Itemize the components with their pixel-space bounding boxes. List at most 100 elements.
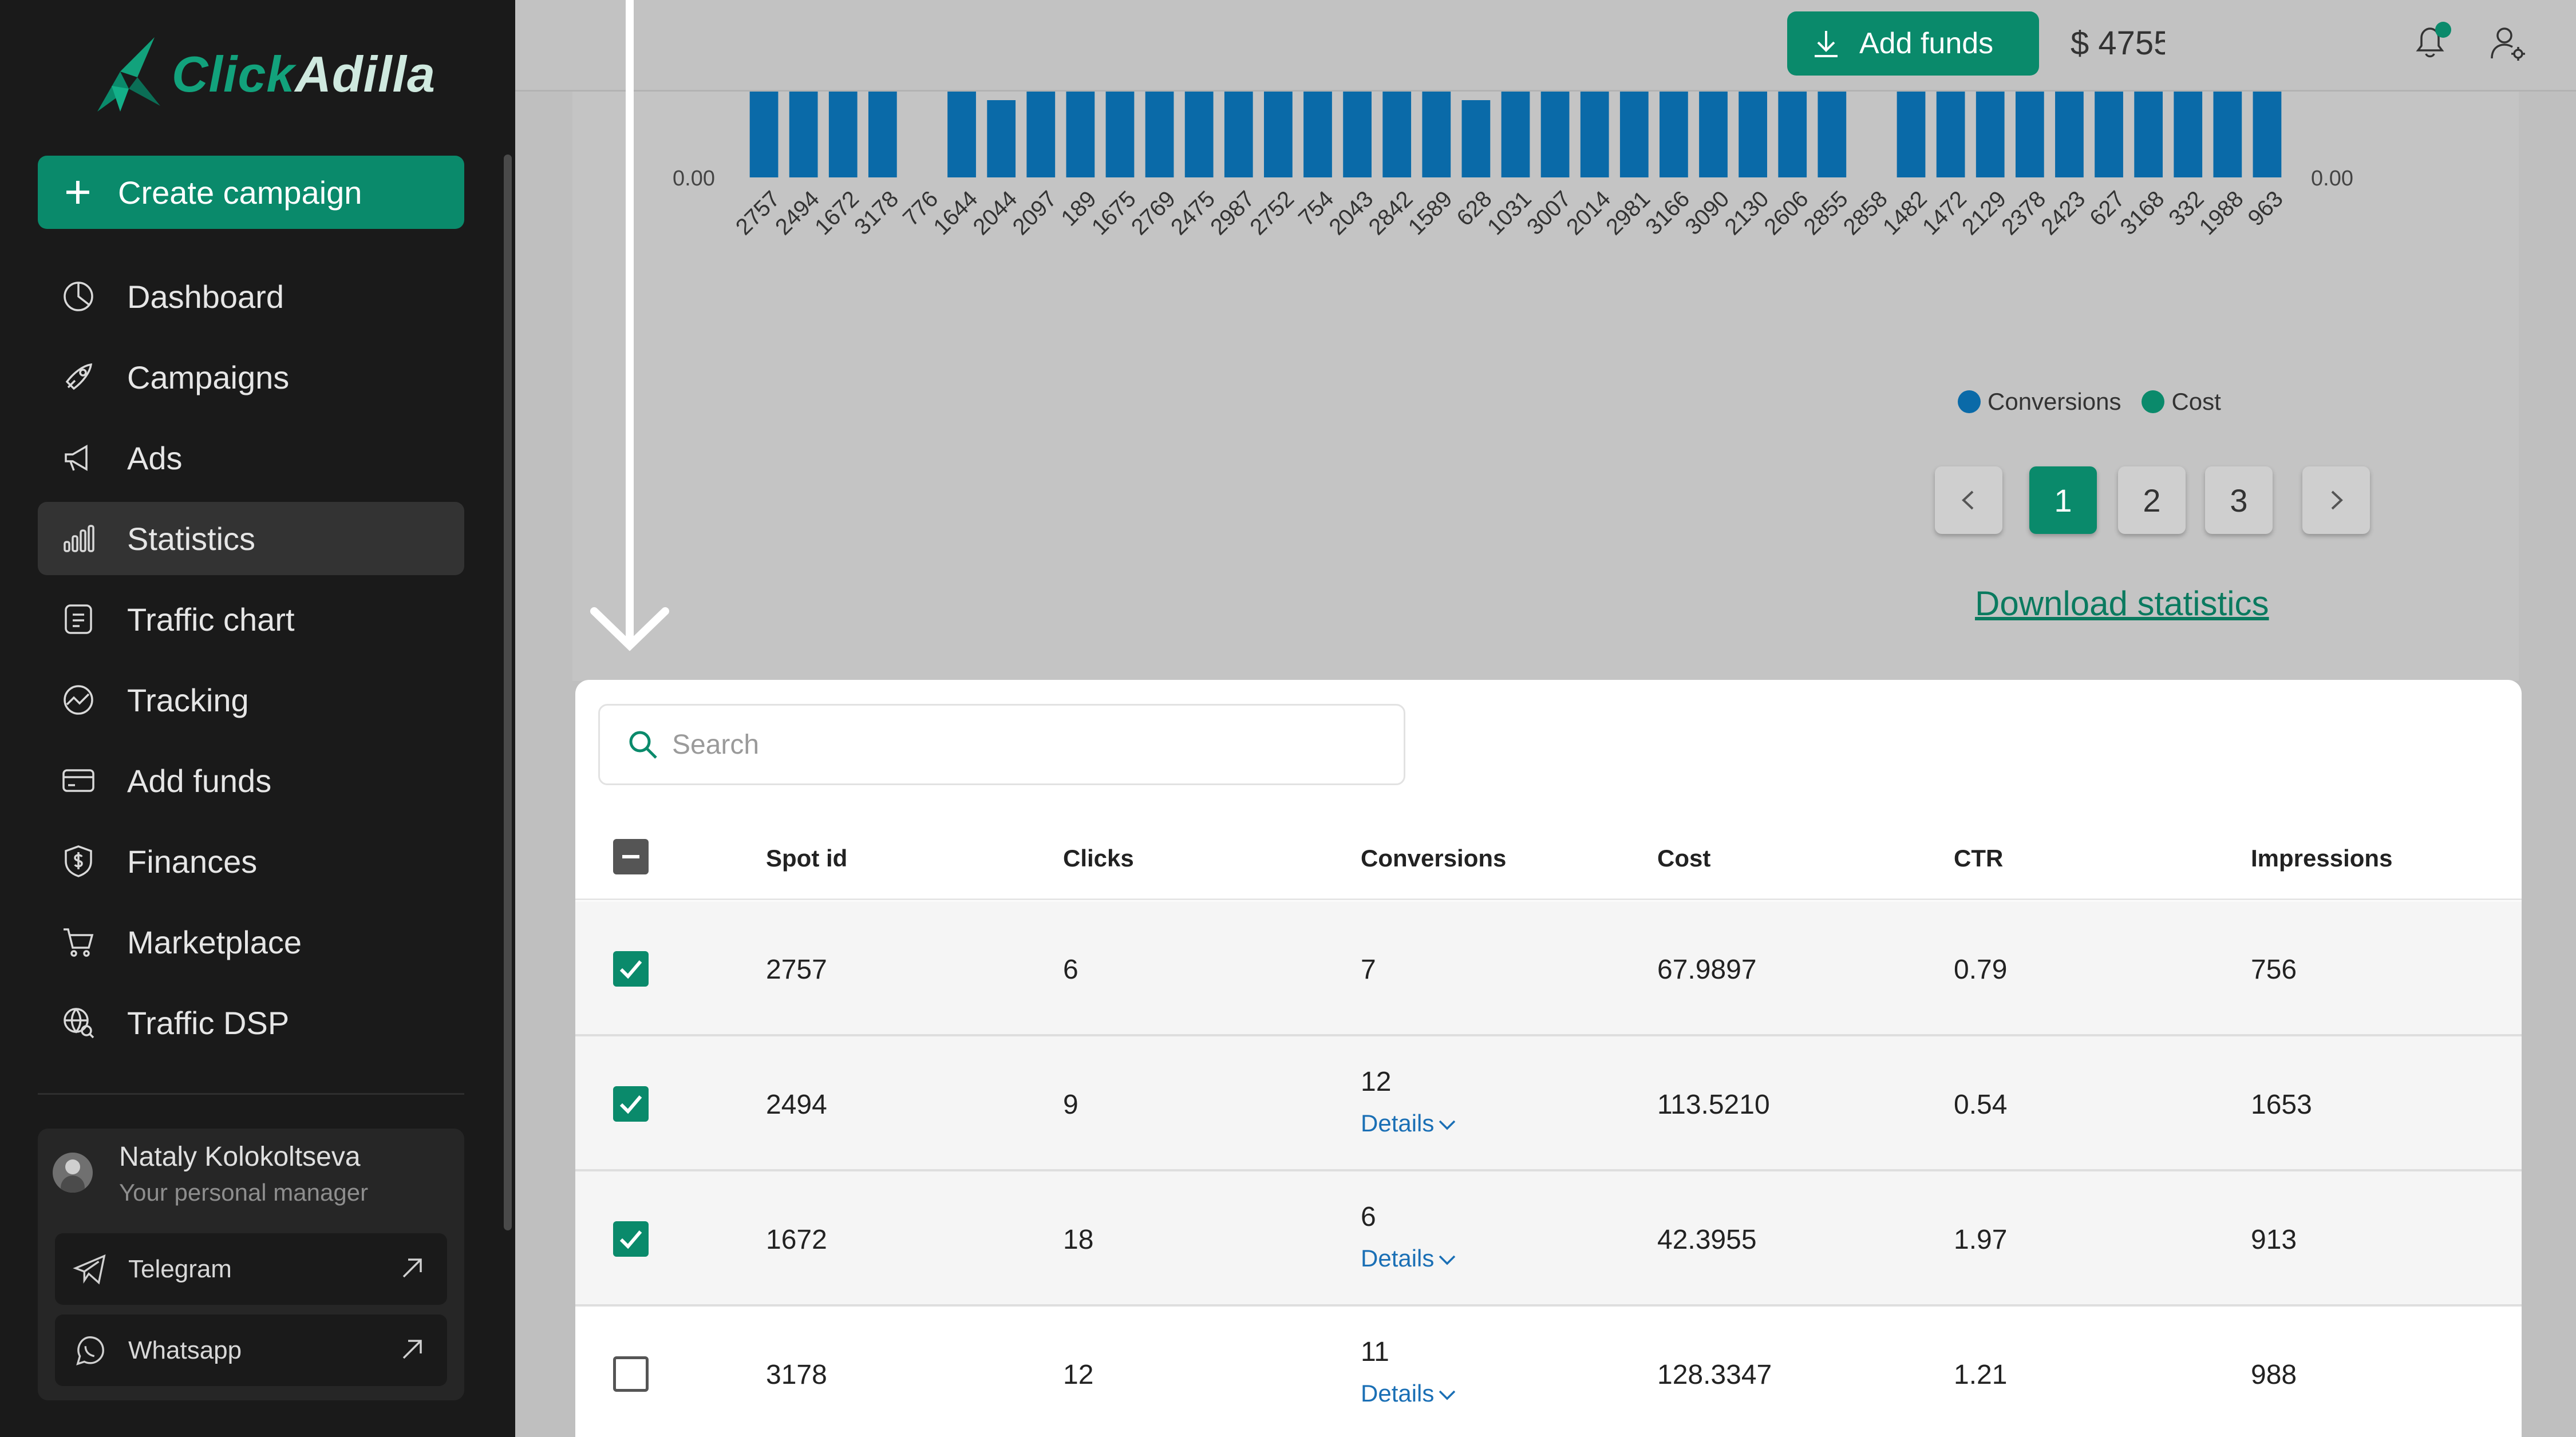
sidebar-item-statistics[interactable]: Statistics bbox=[38, 502, 464, 575]
bar-chart-icon bbox=[58, 518, 98, 559]
download-icon bbox=[1815, 31, 1838, 57]
bar-2855[interactable] bbox=[1818, 92, 1847, 177]
sidebar-item-tracking[interactable]: Tracking bbox=[38, 663, 464, 737]
row-checkbox[interactable] bbox=[613, 951, 649, 987]
bar-3168[interactable] bbox=[2134, 92, 2163, 177]
bar-3090[interactable] bbox=[1699, 92, 1728, 177]
pagination-page-2[interactable]: 2 bbox=[2118, 466, 2186, 534]
sidebar-item-traffic-chart[interactable]: Traffic chart bbox=[38, 583, 464, 656]
cell-ctr: 1.97 bbox=[1954, 1225, 2008, 1255]
search-box[interactable] bbox=[598, 704, 1405, 785]
cell-conversions: 12 bbox=[1361, 1067, 1392, 1097]
row-checkbox[interactable] bbox=[613, 1356, 649, 1392]
bar-627[interactable] bbox=[2095, 92, 2123, 177]
pagination-next-button[interactable] bbox=[2302, 466, 2370, 534]
cell-cost: 67.9897 bbox=[1657, 955, 1757, 985]
cell-cost: 113.5210 bbox=[1657, 1090, 1770, 1120]
search-input[interactable] bbox=[672, 729, 1359, 761]
bar-2606[interactable] bbox=[1778, 92, 1807, 177]
sidebar-item-dashboard[interactable]: Dashboard bbox=[38, 260, 464, 333]
bar-1672[interactable] bbox=[828, 92, 858, 177]
column-header-clicks[interactable]: Clicks bbox=[1063, 845, 1134, 872]
row-checkbox[interactable] bbox=[613, 1086, 649, 1122]
telegram-icon bbox=[73, 1254, 106, 1284]
sidebar-item-ads[interactable]: Ads bbox=[38, 421, 464, 494]
bar-3178[interactable] bbox=[868, 92, 897, 177]
create-campaign-button[interactable]: + Create campaign bbox=[38, 156, 464, 229]
bar-2769[interactable] bbox=[1145, 92, 1174, 177]
bar-2842[interactable] bbox=[1382, 92, 1412, 177]
bar-2475[interactable] bbox=[1184, 92, 1214, 177]
bar-2757[interactable] bbox=[749, 92, 779, 177]
account-settings-button[interactable] bbox=[2487, 23, 2533, 69]
pagination-page-3[interactable]: 3 bbox=[2205, 466, 2273, 534]
bar-2097[interactable] bbox=[1026, 92, 1056, 177]
sidebar-item-add-funds[interactable]: Add funds bbox=[38, 744, 464, 817]
details-toggle[interactable]: Details bbox=[1361, 1245, 1457, 1272]
bar-2378[interactable] bbox=[2015, 92, 2044, 177]
details-toggle[interactable]: Details bbox=[1361, 1380, 1457, 1407]
bar-189[interactable] bbox=[1066, 92, 1095, 177]
pagination-prev-button[interactable] bbox=[1935, 466, 2002, 534]
bar-1675[interactable] bbox=[1105, 92, 1135, 177]
x-tick-label: 2475 bbox=[1166, 186, 1220, 240]
clickadilla-logo[interactable]: ClickAdilla bbox=[86, 31, 458, 117]
bar-2494[interactable] bbox=[789, 92, 818, 177]
bar-2043[interactable] bbox=[1343, 92, 1372, 177]
bar-1988[interactable] bbox=[2213, 92, 2242, 177]
table-row[interactable]: 2757 6 7 67.9897 0.79 756 bbox=[575, 901, 2522, 1036]
bar-2987[interactable] bbox=[1224, 92, 1253, 177]
sidebar-item-traffic-dsp[interactable]: Traffic DSP bbox=[38, 986, 464, 1059]
add-funds-button[interactable]: Add funds bbox=[1787, 11, 2039, 76]
telegram-button[interactable]: Telegram bbox=[55, 1233, 447, 1305]
sidebar-item-finances[interactable]: Finances bbox=[38, 825, 464, 898]
megaphone-icon bbox=[58, 438, 98, 478]
x-tick-label: 2130 bbox=[1720, 186, 1773, 240]
search-icon bbox=[629, 731, 657, 759]
bar-3166[interactable] bbox=[1660, 92, 1688, 177]
table-row[interactable]: 2494 9 12 Details 113.5210 0.54 1653 bbox=[575, 1036, 2522, 1171]
select-all-checkbox[interactable] bbox=[613, 839, 649, 874]
column-header-cost[interactable]: Cost bbox=[1657, 845, 1711, 872]
row-checkbox[interactable] bbox=[613, 1221, 649, 1257]
sidebar-scrollbar[interactable] bbox=[504, 155, 512, 1230]
download-statistics-link[interactable]: Download statistics bbox=[1975, 584, 2269, 623]
bar-2130[interactable] bbox=[1739, 92, 1767, 177]
bar-1644[interactable] bbox=[947, 92, 976, 177]
sidebar-item-marketplace[interactable]: Marketplace bbox=[38, 905, 464, 979]
sidebar-item-label: Finances bbox=[127, 843, 258, 880]
sidebar-item-campaigns[interactable]: Campaigns bbox=[38, 341, 464, 414]
table-row[interactable]: 3178 12 11 Details 128.3347 1.21 988 bbox=[575, 1307, 2522, 1437]
legend-entry-conversions[interactable]: Conversions bbox=[1958, 388, 2121, 415]
bar-332[interactable] bbox=[2174, 92, 2203, 177]
bar-1472[interactable] bbox=[1936, 92, 1965, 177]
bar-2752[interactable] bbox=[1264, 92, 1293, 177]
whatsapp-button[interactable]: Whatsapp bbox=[55, 1315, 447, 1386]
column-header-impressions[interactable]: Impressions bbox=[2251, 845, 2393, 872]
bar-754[interactable] bbox=[1303, 92, 1332, 177]
bar-2981[interactable] bbox=[1619, 92, 1649, 177]
column-header-spot-id[interactable]: Spot id bbox=[766, 845, 848, 872]
bar-2044[interactable] bbox=[987, 100, 1016, 177]
legend-entry-cost[interactable]: Cost bbox=[2142, 388, 2221, 415]
pagination-page-1[interactable]: 1 bbox=[2029, 466, 2097, 534]
x-tick-label: 2378 bbox=[1997, 186, 2050, 240]
bar-1031[interactable] bbox=[1501, 92, 1530, 177]
balance-amount: $ 4755 bbox=[2071, 25, 2165, 62]
bar-628[interactable] bbox=[1461, 100, 1491, 177]
column-header-conversions[interactable]: Conversions bbox=[1361, 845, 1507, 872]
cell-spot-id: 2757 bbox=[766, 955, 827, 985]
bar-1589[interactable] bbox=[1422, 92, 1451, 177]
table-row[interactable]: 1672 18 6 Details 42.3955 1.97 913 bbox=[575, 1171, 2522, 1307]
bar-3007[interactable] bbox=[1540, 92, 1570, 177]
bar-2129[interactable] bbox=[1976, 92, 2005, 177]
column-header-ctr[interactable]: CTR bbox=[1954, 845, 2004, 872]
notifications-button[interactable] bbox=[2410, 22, 2456, 68]
external-link-icon bbox=[399, 1336, 425, 1363]
details-toggle[interactable]: Details bbox=[1361, 1110, 1457, 1137]
bar-2014[interactable] bbox=[1580, 92, 1609, 177]
bar-963[interactable] bbox=[2253, 92, 2282, 177]
logo-text: ClickAdilla bbox=[172, 46, 436, 102]
bar-2423[interactable] bbox=[2055, 92, 2084, 177]
bar-1482[interactable] bbox=[1897, 92, 1926, 177]
